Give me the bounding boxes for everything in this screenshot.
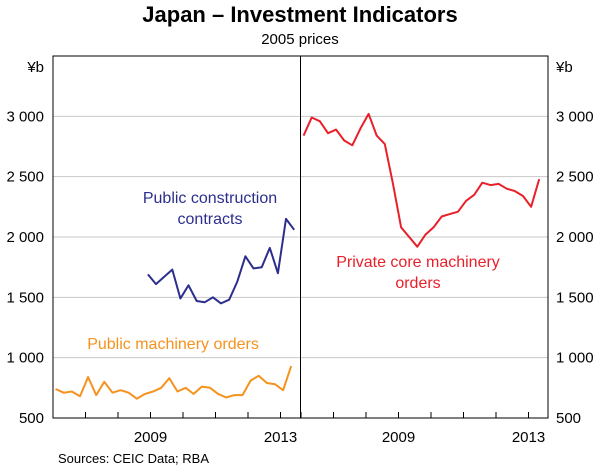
y-tick-label-left-3000: 3 000 bbox=[6, 108, 44, 125]
series-line-public-construction-contracts bbox=[147, 217, 295, 305]
series-label-public-construction-contracts-1: contracts bbox=[178, 211, 243, 228]
y-tick-label-right-2000: 2 000 bbox=[556, 229, 594, 246]
chart-title: Japan – Investment Indicators bbox=[142, 2, 458, 27]
chart-subtitle: 2005 prices bbox=[261, 31, 339, 48]
y-tick-label-left-2500: 2 500 bbox=[6, 169, 44, 186]
y-tick-label-left-2000: 2 000 bbox=[6, 229, 44, 246]
y-unit-left: ¥b bbox=[26, 59, 44, 76]
series-label-private-core-machinery-orders-1: orders bbox=[395, 275, 440, 292]
y-tick-label-right-1500: 1 500 bbox=[556, 289, 594, 306]
y-tick-label-right-3000: 3 000 bbox=[556, 108, 594, 125]
y-tick-label-left-1500: 1 500 bbox=[6, 289, 44, 306]
y-tick-label-left-500: 500 bbox=[19, 410, 44, 427]
series-line-private-core-machinery-orders bbox=[302, 112, 541, 248]
series-label-public-machinery-orders-0: Public machinery orders bbox=[87, 336, 259, 353]
x-tick-label-right-2009: 2009 bbox=[382, 429, 415, 446]
series-label-public-construction-contracts-0: Public construction bbox=[143, 190, 277, 207]
x-tick-label-right-2013: 2013 bbox=[512, 429, 545, 446]
y-tick-label-right-1000: 1 000 bbox=[556, 350, 594, 367]
x-tick-label-left-2009: 2009 bbox=[134, 429, 167, 446]
series-line-public-machinery-orders bbox=[55, 365, 293, 400]
axis-labels: 500 500 1 000 1 000 1 500 1 500 2 000 2 000 2 50… bbox=[6, 59, 593, 446]
y-tick-label-right-2500: 2 500 bbox=[556, 169, 594, 186]
series-lines bbox=[55, 112, 541, 400]
y-unit-right: ¥b bbox=[555, 59, 573, 76]
series-label-private-core-machinery-orders-0: Private core machinery bbox=[336, 254, 500, 271]
y-tick-label-right-500: 500 bbox=[556, 410, 581, 427]
chart-source: Sources: CEIC Data; RBA bbox=[58, 451, 209, 466]
x-tick-label-left-2013: 2013 bbox=[264, 429, 297, 446]
y-tick-label-left-1000: 1 000 bbox=[6, 350, 44, 367]
plot-frame bbox=[52, 55, 549, 419]
